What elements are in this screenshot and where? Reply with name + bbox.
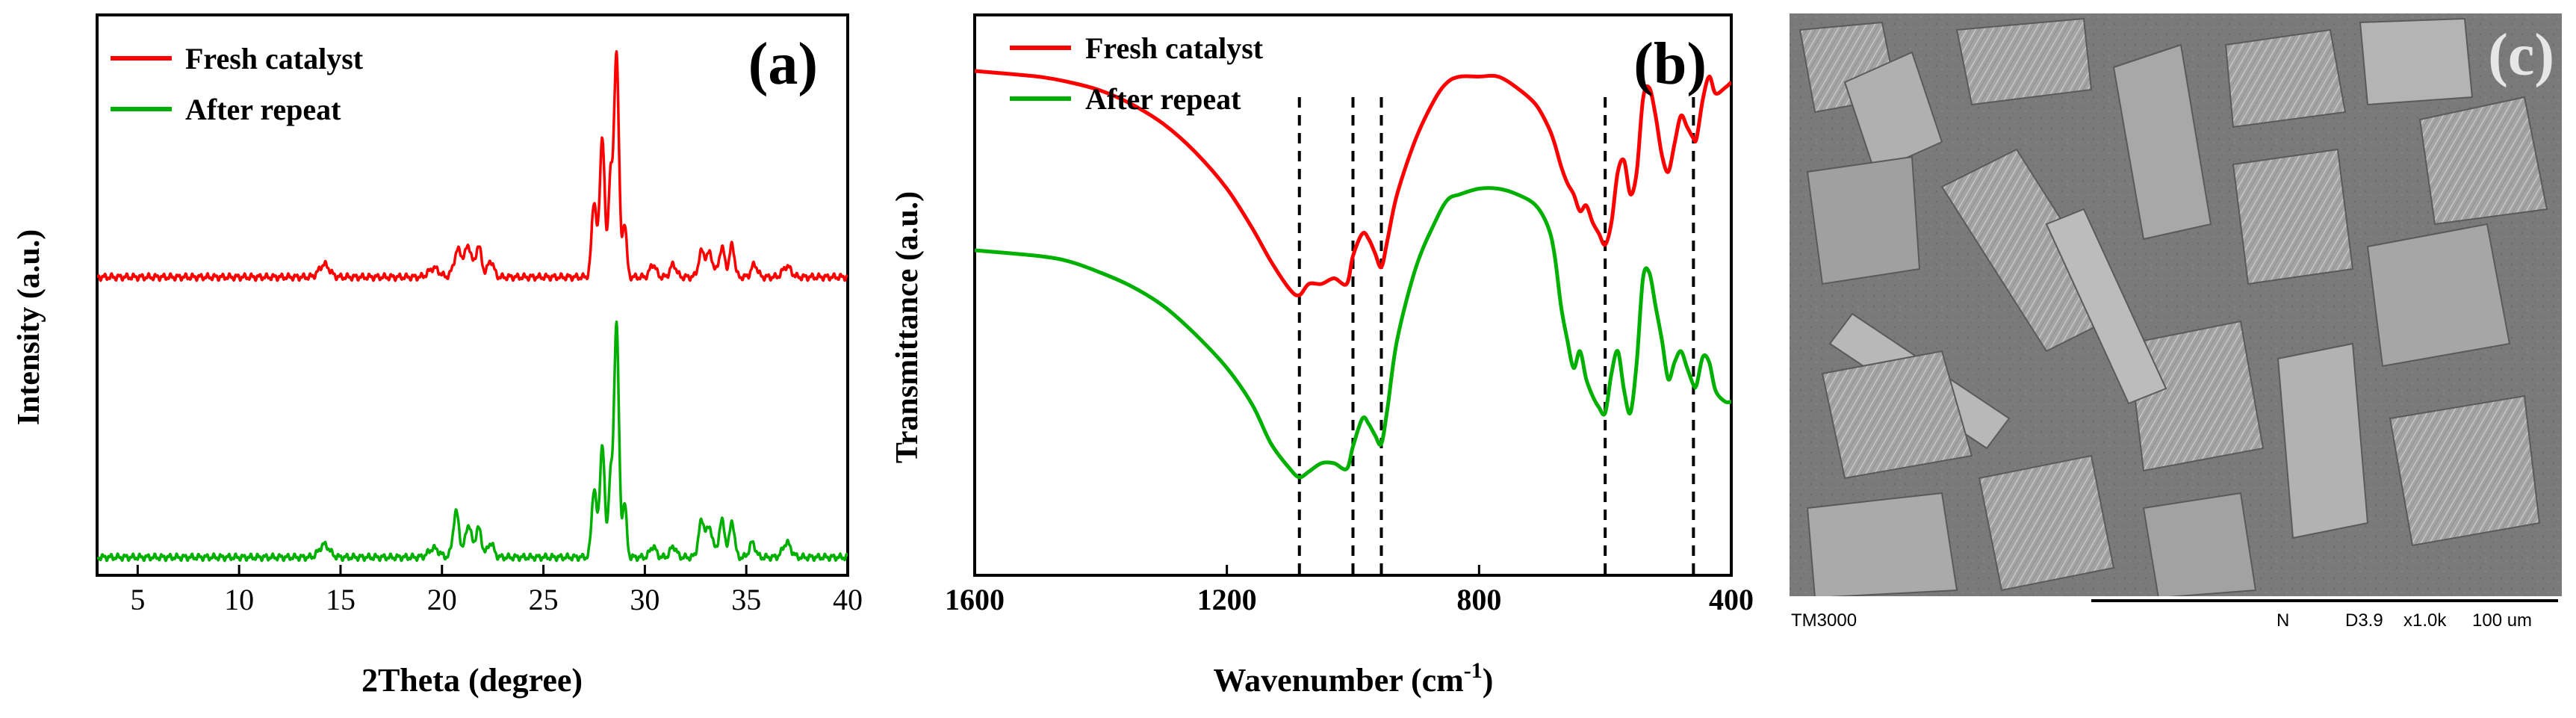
sem-info-bar [1790,596,2562,634]
panel-b-series [975,69,1731,480]
panel-a-xrd: 5 10 15 20 25 30 35 40 Fresh catalyst After rep… [12,13,863,699]
sem-crystal [2224,28,2347,129]
sem-crystal [2418,96,2548,226]
sem-working-distance-label: D3.9 [2345,610,2383,631]
panel-b-x-axis-title-main: Wavenumber (cm [1214,662,1464,699]
series-line-fresh [975,69,1731,297]
panel-b-x-ticks: 1600 1200 800 400 [945,565,1754,616]
legend-label-after: After repeat [185,93,341,126]
panel-a-x-axis-title: 2Theta (degree) [361,662,583,699]
x-tick-label: 10 [224,583,254,616]
sem-crystal [2276,342,2369,539]
panel-b-x-axis-title: Wavenumber (cm-1) [1214,658,1494,699]
sem-crystal [1821,350,1973,480]
panel-b-y-axis-title: Transmittance (a.u.) [890,191,925,463]
x-tick-label: 20 [427,583,457,616]
sem-crystal [2045,208,2167,405]
series-line-after [975,186,1731,480]
legend-label-fresh: Fresh catalyst [1085,31,1264,65]
sem-mode-label: N [2276,610,2289,631]
sem-crystal [2359,17,2474,106]
x-tick-label: 5 [130,583,145,616]
panel-a-y-axis-title: Intensity (a.u.) [12,229,46,426]
sem-crystal [1806,492,1958,596]
panel-b-reference-lines [1297,97,1695,579]
panel-a-plot-frame [96,13,849,577]
sem-crystal [1955,17,2093,106]
panel-a-label: (a) [748,31,818,97]
x-tick-label: 30 [630,583,659,616]
sem-scale-label: 100 um [2472,610,2532,631]
sem-crystal [1843,51,1943,173]
sem-crystal [1978,454,2115,592]
panel-b-x-axis-title-suffix: ) [1483,662,1494,699]
x-tick-label: 1200 [1197,583,1257,616]
sem-instrument-label: TM3000 [1791,610,1857,631]
sem-crystal [2366,223,2511,368]
x-tick-label: 400 [1709,583,1754,616]
series-line-after [97,320,848,563]
x-tick-label: 800 [1456,583,1501,616]
panel-a-x-ticks: 5 10 15 20 25 30 35 40 [130,565,863,616]
x-tick-label: 1600 [945,583,1005,616]
x-tick-label: 40 [833,583,863,616]
sem-crystals [1798,17,2548,596]
panel-b-ftir: 1600 1200 800 400 Fresh catalyst After repe… [890,13,1754,699]
legend-label-after: After repeat [1085,82,1241,116]
x-tick-label: 15 [326,583,356,616]
sem-crystal [2142,492,2257,596]
sem-crystal [2112,43,2212,241]
sem-crystal [2232,148,2354,285]
panel-b-label: (b) [1633,31,1707,97]
sem-crystal [2389,394,2541,547]
sem-crystal [1806,155,1921,285]
panel-b-legend: Fresh catalyst After repeat [1010,31,1264,116]
legend-label-fresh: Fresh catalyst [185,42,364,75]
panel-a-legend: Fresh catalyst After repeat [111,42,364,126]
x-tick-label: 25 [529,583,559,616]
panel-b-x-axis-title-superscript: -1 [1464,658,1483,683]
panel-c-label: (c) [2488,22,2554,88]
series-line-fresh [97,50,848,282]
sem-crystal [2127,320,2265,472]
x-tick-label: 35 [731,583,761,616]
panel-a-series [97,50,848,563]
panel-c-sem-image: TM3000 N D3.9 x1.0k 100 um (c) [1790,13,2562,634]
sem-magnification-label: x1.0k [2403,610,2447,631]
panel-b-plot-frame [973,13,1733,577]
